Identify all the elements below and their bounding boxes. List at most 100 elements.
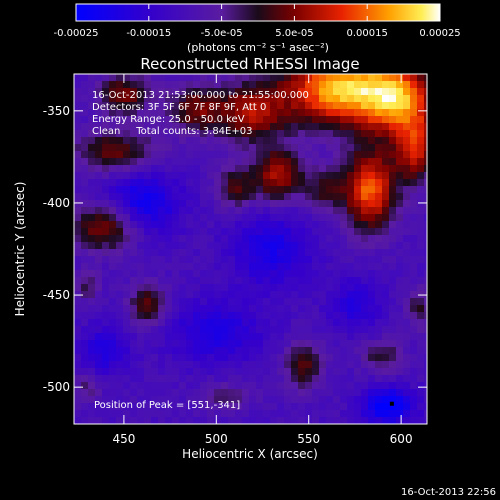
heatmap-cell [410,130,418,138]
heatmap-cell [116,417,124,424]
heatmap-cell [74,172,82,180]
heatmap-cell [284,396,292,404]
heatmap-cell [207,417,215,424]
heatmap-cell [249,74,257,82]
heatmap-cell [123,193,131,201]
heatmap-cell [193,340,201,348]
heatmap-cell [277,102,285,110]
heatmap-cell [179,403,187,411]
heatmap-cell [207,354,215,362]
heatmap-cell [102,221,110,229]
heatmap-cell [74,193,82,201]
heatmap-cell [417,249,425,257]
heatmap-cell [298,410,306,418]
heatmap-cell [137,221,145,229]
heatmap-cell [151,123,159,131]
heatmap-cell [179,109,187,117]
heatmap-cell [375,130,383,138]
heatmap-cell [221,361,229,369]
annotation-clean: Clean Total counts: 3.84E+03 [92,126,252,137]
heatmap-cell [130,242,138,250]
heatmap-cell [165,207,173,215]
heatmap-cell [151,221,159,229]
heatmap-cell [270,179,278,187]
heatmap-cell [389,270,397,278]
heatmap-cell [116,263,124,271]
heatmap-cell [354,137,362,145]
heatmap-cell [242,249,250,257]
heatmap-cell [256,333,264,341]
heatmap-cell [361,235,369,243]
heatmap-cell [186,102,194,110]
heatmap-cell [144,74,152,82]
heatmap-cell [179,214,187,222]
heatmap-cell [319,172,327,180]
heatmap-cell [109,228,117,236]
heatmap-cell [74,130,82,138]
heatmap-cell [326,347,334,355]
heatmap-cell [256,95,264,103]
heatmap-cell [81,137,89,145]
heatmap-cell [417,403,425,411]
heatmap-cell [347,74,355,82]
heatmap-cell [333,242,341,250]
heatmap-cell [137,242,145,250]
heatmap-cell [403,242,411,250]
heatmap-cell [354,130,362,138]
heatmap-cell [193,193,201,201]
heatmap-cell [375,95,383,103]
heatmap-cell [361,284,369,292]
heatmap-cell [389,165,397,173]
heatmap-cell [207,151,215,159]
heatmap-cell [249,326,257,334]
heatmap-cell [95,382,103,390]
heatmap-cell [186,347,194,355]
heatmap-cell [319,165,327,173]
heatmap-cell [347,186,355,194]
heatmap-cell [151,249,159,257]
heatmap-cell [382,403,390,411]
heatmap-cell [277,389,285,397]
heatmap-cell [144,403,152,411]
heatmap-cell [354,382,362,390]
heatmap-cell [361,298,369,306]
heatmap-cell [102,249,110,257]
heatmap-cell [95,284,103,292]
heatmap-cell [312,396,320,404]
heatmap-cell [354,207,362,215]
heatmap-cell [403,179,411,187]
heatmap-cell [172,207,180,215]
heatmap-cell [424,81,427,89]
heatmap-cell [347,242,355,250]
heatmap-cell [172,340,180,348]
heatmap-cell [291,123,299,131]
heatmap-cell [137,81,145,89]
heatmap-cell [137,326,145,334]
heatmap-cell [270,389,278,397]
heatmap-cell [319,347,327,355]
heatmap-cell [193,312,201,320]
heatmap-cell [193,396,201,404]
heatmap-cell [361,326,369,334]
heatmap-cell [326,221,334,229]
heatmap-cell [284,130,292,138]
heatmap-cell [88,165,96,173]
heatmap-cell [375,389,383,397]
heatmap-cell [368,340,376,348]
heatmap-cell [95,312,103,320]
heatmap-cell [291,137,299,145]
heatmap-cell [368,277,376,285]
heatmap-cell [81,312,89,320]
heatmap-cell [109,235,117,243]
heatmap-cell [193,186,201,194]
heatmap-cell [165,235,173,243]
heatmap-cell [242,312,250,320]
heatmap-cell [130,298,138,306]
heatmap-cell [158,305,166,313]
heatmap-cell [424,165,427,173]
heatmap-cell [109,74,117,82]
heatmap-cell [319,382,327,390]
heatmap-cell [305,291,313,299]
heatmap-cell [417,368,425,376]
heatmap-cell [410,74,418,82]
